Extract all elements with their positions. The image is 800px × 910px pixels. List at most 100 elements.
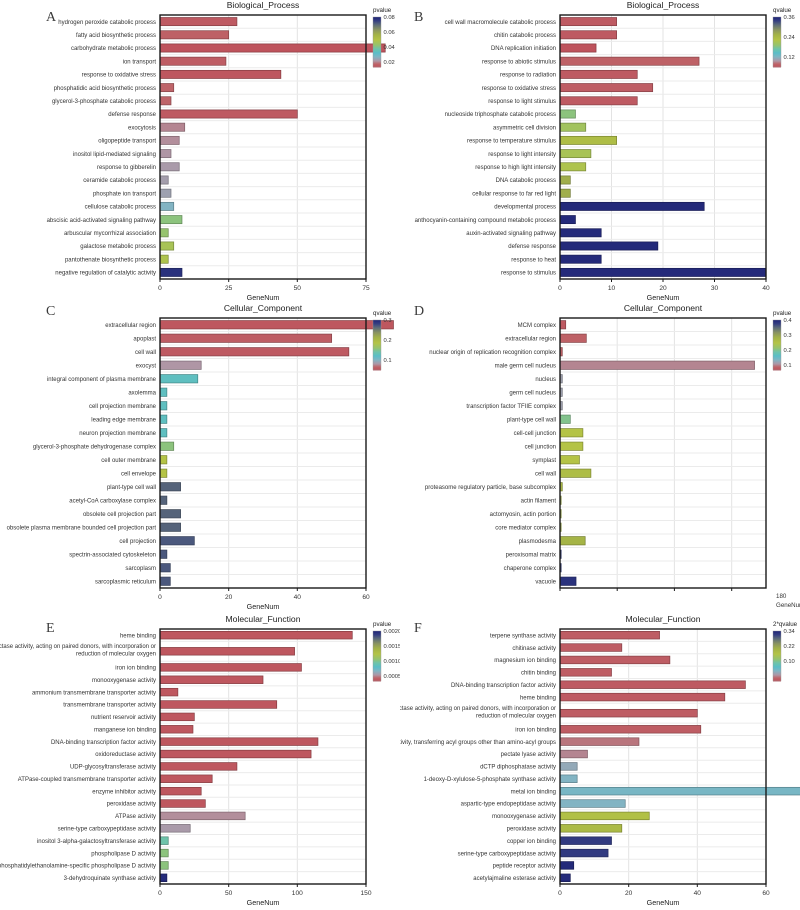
svg-text:sarcoplasm: sarcoplasm [125,566,156,572]
svg-text:proteasome regulatory particle: proteasome regulatory particle, base sub… [425,485,556,491]
svg-text:ceramide catabolic process: ceramide catabolic process [83,178,156,184]
svg-text:developmental process: developmental process [494,205,556,211]
svg-text:DNA catabolic process: DNA catabolic process [496,178,556,184]
svg-text:response to light intensity: response to light intensity [488,152,556,158]
svg-text:copper ion binding: copper ion binding [507,839,556,845]
svg-text:cell wall: cell wall [135,350,156,356]
svg-text:response to gibberelin: response to gibberelin [97,165,156,171]
svg-text:response to heat: response to heat [511,257,556,263]
svg-text:symplast: symplast [532,458,556,464]
svg-text:cell wall macromolecule catabo: cell wall macromolecule catabolic proces… [445,20,556,26]
svg-text:3-dehydroquinate synthase acti: 3-dehydroquinate synthase activity [64,876,156,882]
svg-text:phosphate ion transport: phosphate ion transport [93,191,156,197]
svg-text:150: 150 [360,890,371,897]
svg-text:peroxisomal matrix: peroxisomal matrix [506,552,556,558]
svg-text:20: 20 [659,285,667,292]
svg-text:monooxygenase activity: monooxygenase activity [92,678,156,684]
svg-text:cell outer membrane: cell outer membrane [101,458,156,464]
svg-text:Biological_Process: Biological_Process [227,0,300,10]
svg-text:1-deoxy-D-xylulose-5-phosphate: 1-deoxy-D-xylulose-5-phosphate synthase … [424,777,556,783]
svg-text:response to light stimulus: response to light stimulus [488,99,556,105]
svg-text:GeneNum: GeneNum [776,602,800,609]
svg-text:ammonium transmembrane transpo: ammonium transmembrane transporter activ… [32,690,156,696]
svg-text:UDP-glycosyltransferase activi: UDP-glycosyltransferase activity [70,765,156,771]
svg-text:0.12: 0.12 [784,55,795,61]
svg-text:fatty acid biosynthetic proces: fatty acid biosynthetic process [76,33,156,39]
svg-text:defense response: defense response [508,244,556,250]
svg-text:inositol 3-alpha-galactosyltra: inositol 3-alpha-galactosyltransferase a… [37,839,156,845]
svg-text:40: 40 [762,285,770,292]
svg-text:plant-type cell wall: plant-type cell wall [507,418,556,424]
svg-text:terpene synthase activity: terpene synthase activity [490,633,556,639]
svg-text:carbohydrate metabolic process: carbohydrate metabolic process [71,46,156,52]
svg-text:pvalue: pvalue [773,310,792,317]
svg-text:heme binding: heme binding [520,695,556,701]
svg-text:GeneNum: GeneNum [247,898,280,907]
svg-text:galactose metabolic process: galactose metabolic process [80,244,156,250]
svg-text:abscisic acid-activated signal: abscisic acid-activated signaling pathwa… [47,218,156,224]
svg-text:cellulose catabolic process: cellulose catabolic process [85,205,156,211]
svg-text:DNA-binding transcription fact: DNA-binding transcription factor activit… [451,683,556,689]
svg-text:0.24: 0.24 [784,35,796,41]
svg-text:response to oxidative stress: response to oxidative stress [482,86,556,92]
svg-text:0.36: 0.36 [784,15,795,21]
svg-text:actin filament: actin filament [521,498,557,504]
svg-text:manganese ion binding: manganese ion binding [94,728,156,734]
svg-text:0.4: 0.4 [784,318,793,324]
svg-text:0.0020: 0.0020 [384,629,401,635]
svg-text:cell wall: cell wall [535,471,556,477]
svg-text:nuclear origin of replication: nuclear origin of replication recognitio… [429,350,556,356]
svg-text:GeneNum: GeneNum [647,898,680,907]
svg-text:glycerol-3-phosphate catabolic: glycerol-3-phosphate catabolic process [52,99,156,105]
svg-text:metal ion binding: metal ion binding [511,789,556,795]
svg-text:0: 0 [558,890,562,897]
svg-text:nucleoside triphosphate catabo: nucleoside triphosphate catabolic proces… [445,112,556,118]
svg-text:vacuole: vacuole [535,579,556,585]
svg-text:response to high light intensi: response to high light intensity [475,165,556,171]
svg-text:0.3: 0.3 [384,318,392,324]
svg-text:pantothenate biosynthetic proc: pantothenate biosynthetic process [65,257,156,263]
svg-text:0.34: 0.34 [784,629,796,635]
svg-text:50: 50 [225,890,233,897]
svg-text:neuron projection membrane: neuron projection membrane [79,431,156,437]
svg-text:enzyme inhibitor activity: enzyme inhibitor activity [92,789,156,795]
svg-text:0.10: 0.10 [784,659,795,665]
svg-text:iron ion binding: iron ion binding [515,728,556,734]
svg-text:auxin-activated signaling path: auxin-activated signaling pathway [466,231,556,237]
svg-text:sarcoplasmic reticulum: sarcoplasmic reticulum [95,579,156,585]
svg-text:0.0010: 0.0010 [384,659,401,665]
svg-text:dCTP diphosphatase activity: dCTP diphosphatase activity [480,765,556,771]
svg-text:inositol lipid-mediated signal: inositol lipid-mediated signaling [73,152,156,158]
svg-text:integral component of plasma m: integral component of plasma membrane [47,377,157,383]
svg-text:apoplast: apoplast [133,337,156,343]
svg-text:30: 30 [711,285,719,292]
svg-text:Cellular_Component: Cellular_Component [624,303,703,313]
svg-text:anthocyanin-containing compoun: anthocyanin-containing compound metaboli… [415,218,556,224]
svg-text:oxidoreductase activity, actin: oxidoreductase activity, acting on paire… [400,706,556,712]
svg-text:peroxidase activity: peroxidase activity [107,802,156,808]
svg-text:spectrin-associated cytoskelet: spectrin-associated cytoskeleton [69,552,156,558]
svg-text:acetyl-CoA carboxylase complex: acetyl-CoA carboxylase complex [69,498,156,504]
svg-text:N-acylphosphatidylethanolamine: N-acylphosphatidylethanolamine-specific … [0,864,156,870]
svg-text:response to stimulus: response to stimulus [501,271,556,277]
svg-text:exocyst: exocyst [136,364,157,370]
svg-text:50: 50 [294,285,302,292]
svg-text:0: 0 [158,285,162,292]
svg-text:obsolete cell projection part: obsolete cell projection part [83,512,156,518]
svg-text:cell projection membrane: cell projection membrane [89,404,157,410]
svg-text:germ cell nucleus: germ cell nucleus [509,391,556,397]
svg-text:aspartic-type endopeptidase ac: aspartic-type endopeptidase activity [461,802,556,808]
svg-text:MCM complex: MCM complex [518,323,556,329]
svg-text:Molecular_Function: Molecular_Function [226,614,301,624]
svg-text:60: 60 [762,890,770,897]
svg-text:glycerol-3-phosphate dehydroge: glycerol-3-phosphate dehydrogenase compl… [33,444,156,450]
svg-text:Biological_Process: Biological_Process [627,0,700,10]
svg-text:DNA-binding transcription fact: DNA-binding transcription factor activit… [51,740,156,746]
svg-text:pvalue: pvalue [373,621,392,628]
svg-text:ion transport: ion transport [123,59,157,65]
svg-text:response to radiation: response to radiation [500,73,556,79]
svg-text:0: 0 [558,285,562,292]
svg-text:cell-cell junction: cell-cell junction [514,431,556,437]
svg-text:2*qvalue: 2*qvalue [773,621,798,628]
svg-text:response to abiotic stimulus: response to abiotic stimulus [482,59,556,65]
